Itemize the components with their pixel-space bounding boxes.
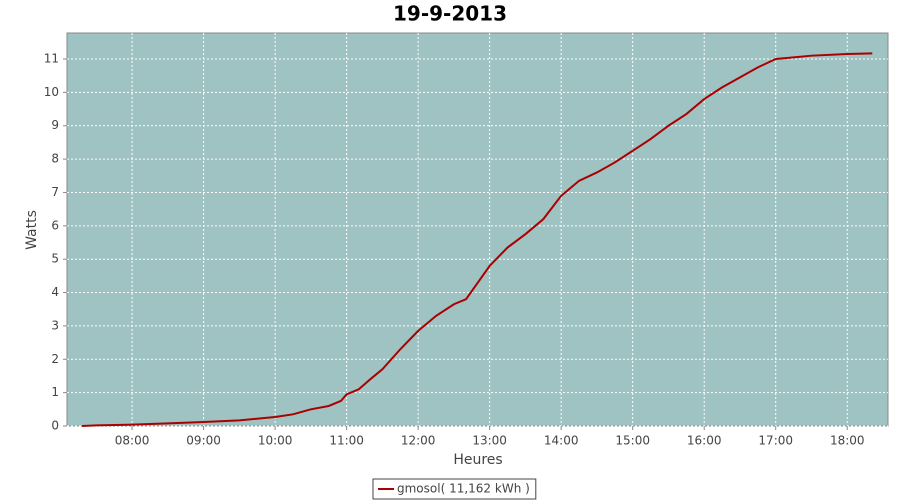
- x-tick-label: 10:00: [258, 434, 293, 448]
- y-tick-label: 11: [44, 52, 59, 66]
- x-tick-label: 17:00: [758, 434, 793, 448]
- y-tick-label: 2: [51, 352, 59, 366]
- x-tick-label: 14:00: [544, 434, 579, 448]
- legend: gmosol( 11,162 kWh ): [372, 478, 537, 500]
- x-tick-label: 12:00: [401, 434, 436, 448]
- x-tick-label: 15:00: [615, 434, 650, 448]
- y-tick-label: 10: [44, 85, 59, 99]
- chart-title: 19-9-2013: [393, 2, 507, 26]
- x-axis-label: Heures: [453, 452, 502, 468]
- y-tick-label: 1: [51, 385, 59, 399]
- y-tick-label: 0: [51, 419, 59, 433]
- legend-box: [372, 478, 537, 500]
- data-line: [81, 52, 873, 427]
- y-tick-label: 4: [51, 285, 59, 299]
- y-tick-label: 9: [51, 118, 59, 132]
- x-tick-label: 18:00: [830, 434, 865, 448]
- y-tick-label: 3: [51, 318, 59, 332]
- legend-label: gmosol( 11,162 kWh ): [397, 482, 530, 496]
- x-tick-label: 11:00: [329, 434, 364, 448]
- y-tick-label: 6: [51, 218, 59, 232]
- x-tick-label: 09:00: [186, 434, 221, 448]
- y-tick-label: 8: [51, 152, 59, 166]
- x-tick-label: 16:00: [687, 434, 722, 448]
- x-tick-label: 08:00: [115, 434, 150, 448]
- y-axis-label: Watts: [24, 210, 40, 250]
- y-tick-label: 5: [51, 252, 59, 266]
- y-tick-label: 7: [51, 185, 59, 199]
- x-tick-label: 13:00: [472, 434, 507, 448]
